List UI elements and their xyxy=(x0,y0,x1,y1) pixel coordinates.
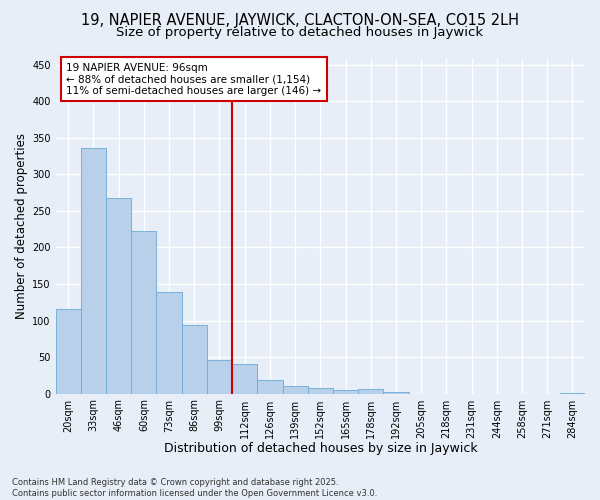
Bar xyxy=(358,389,383,394)
Bar xyxy=(308,388,333,394)
Bar xyxy=(207,360,232,394)
Bar xyxy=(106,198,131,394)
Bar xyxy=(81,148,106,394)
Bar xyxy=(560,393,585,394)
Bar xyxy=(157,292,182,394)
Text: 19, NAPIER AVENUE, JAYWICK, CLACTON-ON-SEA, CO15 2LH: 19, NAPIER AVENUE, JAYWICK, CLACTON-ON-S… xyxy=(81,12,519,28)
Bar xyxy=(131,232,157,394)
Bar xyxy=(283,386,308,394)
Bar xyxy=(257,380,283,394)
Bar xyxy=(333,390,358,394)
Text: Contains HM Land Registry data © Crown copyright and database right 2025.
Contai: Contains HM Land Registry data © Crown c… xyxy=(12,478,377,498)
X-axis label: Distribution of detached houses by size in Jaywick: Distribution of detached houses by size … xyxy=(164,442,477,455)
Bar xyxy=(56,309,81,394)
Bar xyxy=(383,392,409,394)
Text: Size of property relative to detached houses in Jaywick: Size of property relative to detached ho… xyxy=(116,26,484,39)
Y-axis label: Number of detached properties: Number of detached properties xyxy=(15,132,28,318)
Bar xyxy=(232,364,257,394)
Text: 19 NAPIER AVENUE: 96sqm
← 88% of detached houses are smaller (1,154)
11% of semi: 19 NAPIER AVENUE: 96sqm ← 88% of detache… xyxy=(66,62,322,96)
Bar xyxy=(182,325,207,394)
